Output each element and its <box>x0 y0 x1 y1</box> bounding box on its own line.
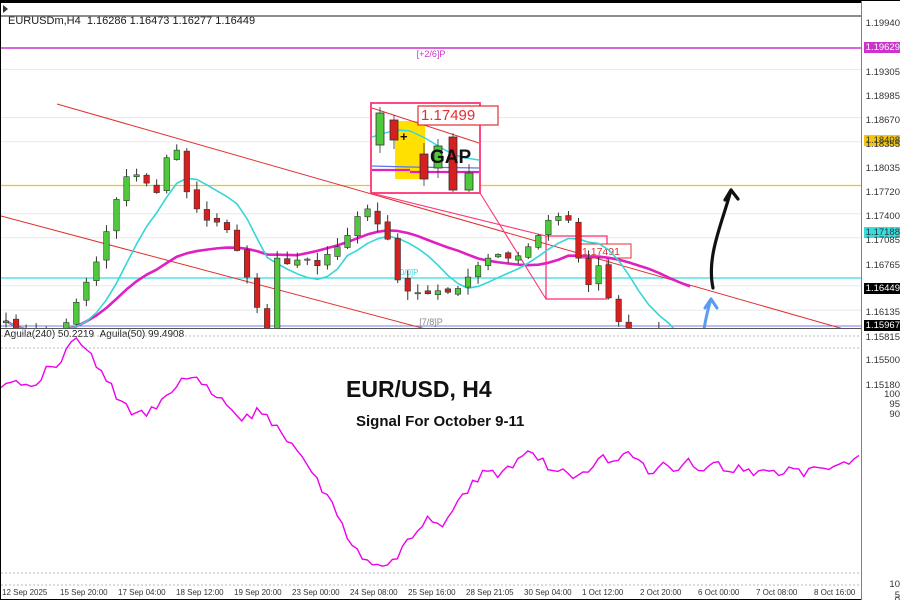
svg-text:1.17499: 1.17499 <box>421 107 475 124</box>
svg-text:[+2/6]P: [+2/6]P <box>417 49 446 59</box>
svg-text:GAP: GAP <box>430 147 472 168</box>
svg-text:+: + <box>400 129 408 144</box>
